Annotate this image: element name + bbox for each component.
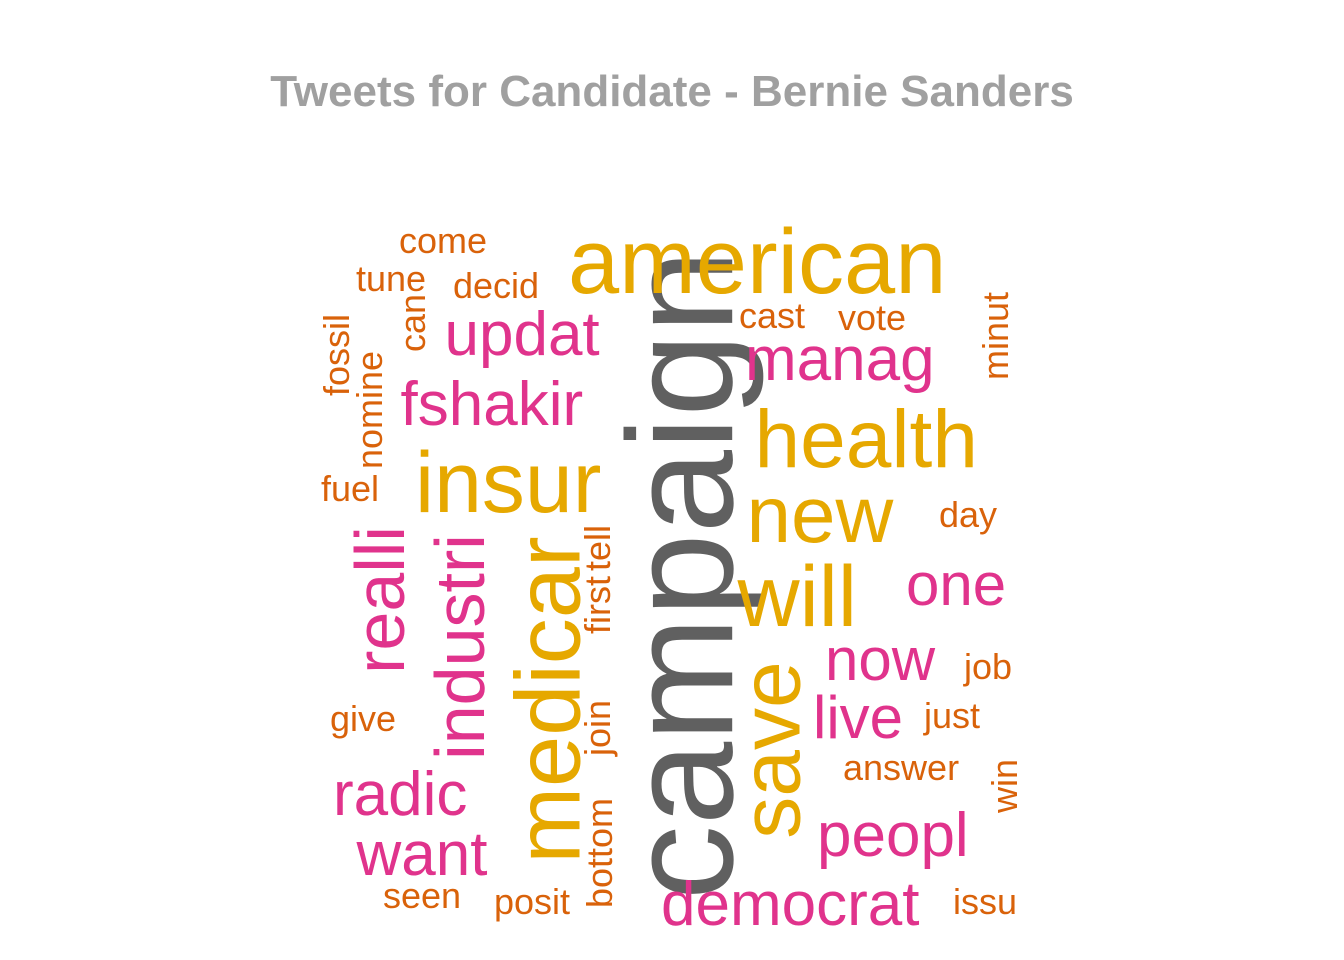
- word-american: american: [568, 211, 947, 313]
- word-join: join: [577, 699, 619, 757]
- word-come: come: [399, 220, 488, 261]
- word-fuel: fuel: [321, 468, 380, 509]
- word-new: new: [746, 470, 894, 559]
- word-job: job: [964, 646, 1013, 687]
- word-decid: decid: [453, 265, 540, 306]
- word-insur: insur: [415, 435, 602, 531]
- word-vote: vote: [838, 297, 907, 338]
- word-bottom: bottom: [579, 797, 621, 909]
- word-manag: manag: [745, 325, 935, 394]
- word-will: will: [737, 549, 857, 645]
- word-cast: cast: [739, 295, 806, 336]
- word-tune: tune: [356, 258, 427, 299]
- word-one: one: [906, 551, 1007, 618]
- word-nomine: nomine: [349, 350, 391, 470]
- word-just: just: [924, 695, 981, 736]
- word-fshakir: fshakir: [400, 370, 584, 439]
- word-win: win: [984, 758, 1026, 814]
- word-updat: updat: [444, 300, 600, 369]
- word-now: now: [825, 626, 936, 693]
- word-tell: tell: [577, 524, 619, 572]
- word-can: can: [392, 293, 434, 353]
- word-peopl: peopl: [817, 801, 969, 870]
- chart-title: Tweets for Candidate - Bernie Sanders: [270, 67, 1074, 116]
- word-live: live: [813, 684, 904, 751]
- word-seen: seen: [383, 875, 462, 916]
- word-posit: posit: [494, 881, 571, 922]
- word-minut: minut: [975, 291, 1017, 381]
- word-answer: answer: [843, 747, 960, 788]
- word-save: save: [723, 661, 818, 839]
- word-want: want: [356, 820, 488, 889]
- word-first: first: [577, 576, 618, 634]
- word-give: give: [330, 698, 397, 739]
- word-democrat: democrat: [661, 870, 920, 939]
- word-realli: realli: [340, 526, 419, 674]
- word-industri: industri: [420, 534, 499, 760]
- word-day: day: [939, 494, 998, 535]
- word-health: health: [754, 394, 978, 485]
- word-issu: issu: [953, 881, 1018, 922]
- word-radic: radic: [333, 760, 468, 829]
